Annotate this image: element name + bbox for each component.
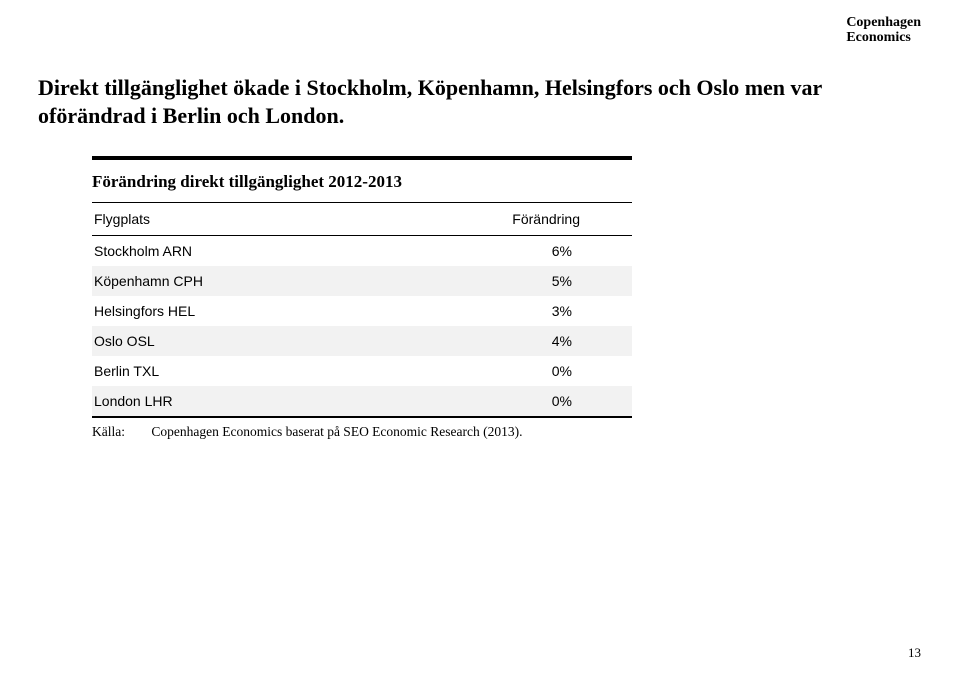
- brand-line1: Copenhagen: [846, 16, 921, 31]
- table-container: Förändring direkt tillgänglighet 2012-20…: [92, 156, 632, 440]
- cell-airport: Stockholm ARN: [92, 236, 357, 267]
- cell-airport: London LHR: [92, 386, 357, 417]
- table-row: Oslo OSL 4%: [92, 326, 632, 356]
- cell-change: 0%: [357, 356, 632, 386]
- brand-logo: Copenhagen Economics: [846, 16, 921, 45]
- cell-airport: Berlin TXL: [92, 356, 357, 386]
- source-label: Källa:: [92, 424, 148, 440]
- source-text: Copenhagen Economics baserat på SEO Econ…: [151, 424, 522, 439]
- table-source: Källa: Copenhagen Economics baserat på S…: [92, 424, 632, 440]
- page-number: 13: [908, 645, 921, 661]
- brand-line2: Economics: [846, 31, 921, 46]
- cell-airport: Oslo OSL: [92, 326, 357, 356]
- cell-change: 0%: [357, 386, 632, 417]
- table-header-row: Flygplats Förändring: [92, 203, 632, 236]
- cell-airport: Helsingfors HEL: [92, 296, 357, 326]
- page-title: Direkt tillgänglighet ökade i Stockholm,…: [38, 74, 858, 130]
- cell-change: 6%: [357, 236, 632, 267]
- col-header-airport: Flygplats: [92, 203, 357, 236]
- table-caption: Förändring direkt tillgänglighet 2012-20…: [92, 156, 632, 202]
- table-row: Stockholm ARN 6%: [92, 236, 632, 267]
- cell-change: 5%: [357, 266, 632, 296]
- table-row: London LHR 0%: [92, 386, 632, 417]
- cell-airport: Köpenhamn CPH: [92, 266, 357, 296]
- cell-change: 3%: [357, 296, 632, 326]
- table-row: Köpenhamn CPH 5%: [92, 266, 632, 296]
- col-header-change: Förändring: [357, 203, 632, 236]
- table-row: Helsingfors HEL 3%: [92, 296, 632, 326]
- data-table: Flygplats Förändring Stockholm ARN 6% Kö…: [92, 202, 632, 418]
- table-row: Berlin TXL 0%: [92, 356, 632, 386]
- cell-change: 4%: [357, 326, 632, 356]
